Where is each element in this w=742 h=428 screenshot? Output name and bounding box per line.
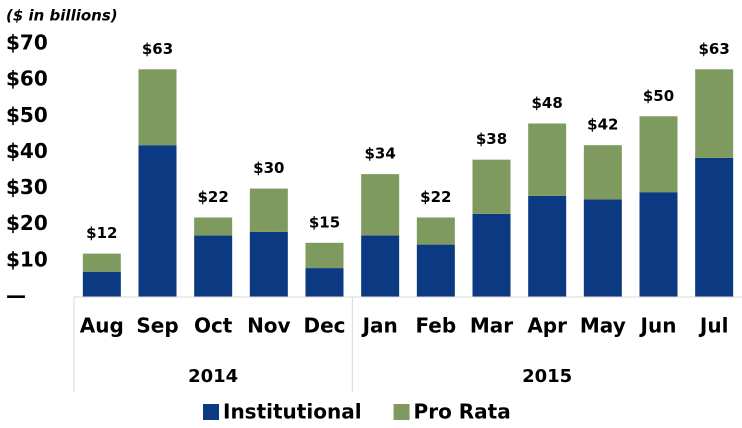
x-tick-label: Feb	[415, 314, 456, 338]
bar-segment	[194, 217, 233, 236]
legend-label: Pro Rata	[414, 400, 511, 424]
bar-segment	[82, 253, 121, 272]
total-label: $15	[309, 213, 340, 231]
y-tick-label: $40	[6, 139, 48, 163]
group-label: 2015	[522, 366, 572, 387]
bar-segment	[639, 116, 678, 193]
bar-segment	[472, 159, 511, 214]
bar-segment	[416, 244, 455, 297]
x-tick-label: Sep	[136, 314, 178, 338]
y-tick-label: $70	[6, 31, 48, 55]
total-label: $12	[86, 224, 117, 242]
y-tick-label: $10	[6, 247, 48, 271]
bar-segment	[583, 145, 622, 200]
total-label: $22	[198, 188, 229, 206]
bar-segment	[361, 235, 400, 297]
x-tick-label: Oct	[194, 314, 233, 338]
x-tick-label: Aug	[80, 314, 124, 338]
x-tick-label: Apr	[527, 314, 567, 338]
y-tick-label: $30	[6, 175, 48, 199]
bar-segment	[695, 157, 734, 297]
total-label: $50	[643, 87, 674, 105]
total-label: $42	[587, 116, 618, 134]
bar-segment	[305, 242, 344, 269]
bar-segment	[194, 235, 233, 297]
legend-label: Institutional	[223, 400, 362, 424]
x-tick-label: Jan	[361, 314, 398, 338]
x-tick-label: Dec	[303, 314, 345, 338]
x-tick-label: Jun	[639, 314, 677, 338]
bar-segment	[305, 268, 344, 297]
y-tick-label: —	[6, 284, 26, 308]
legend-swatch	[203, 404, 219, 420]
x-tick-label: Jul	[698, 314, 729, 338]
x-tick-label: Nov	[247, 314, 291, 338]
total-label: $63	[142, 40, 173, 58]
bar-segment	[695, 69, 734, 158]
x-tick-label: Mar	[470, 314, 513, 338]
chart-subtitle: ($ in billions)	[6, 7, 118, 25]
y-tick-label: $50	[6, 103, 48, 127]
bar-segment	[639, 192, 678, 297]
bar-segment	[249, 188, 288, 232]
bar-segment	[583, 199, 622, 297]
total-label: $22	[420, 188, 451, 206]
bar-segment	[472, 213, 511, 297]
bar-segment	[138, 69, 177, 146]
bar-segment	[416, 217, 455, 245]
total-label: $34	[365, 145, 396, 163]
y-tick-label: $60	[6, 67, 48, 91]
x-tick-label: May	[580, 314, 626, 338]
total-label: $48	[532, 94, 563, 112]
bar-segment	[138, 145, 177, 297]
group-label: 2014	[188, 366, 238, 387]
bar-segment	[361, 174, 400, 236]
total-label: $63	[699, 40, 730, 58]
total-label: $30	[253, 159, 284, 177]
bar-segment	[528, 195, 567, 297]
y-tick-label: $20	[6, 211, 48, 235]
legend-swatch	[393, 404, 410, 420]
bar-segment	[528, 123, 567, 196]
bar-segment	[249, 231, 288, 297]
bar-segment	[82, 271, 121, 297]
total-label: $38	[476, 130, 507, 148]
